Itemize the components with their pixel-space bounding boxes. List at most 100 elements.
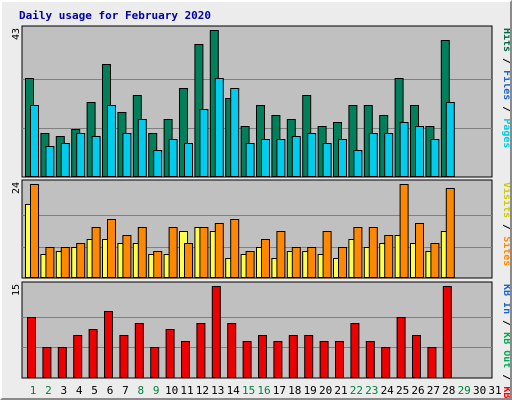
bar — [307, 247, 317, 278]
bar — [245, 143, 255, 177]
bar — [381, 347, 391, 378]
legend-hits: Hits — [501, 28, 510, 52]
bar — [415, 126, 424, 177]
bar — [291, 247, 301, 278]
bar — [412, 335, 421, 378]
bar — [60, 143, 70, 177]
bar — [73, 335, 83, 378]
legend-sites: Sites — [501, 236, 510, 266]
bar — [368, 133, 378, 177]
panel-legend: Hits / Files / Pages — [501, 28, 510, 148]
bar — [196, 323, 206, 378]
day-label: 13 — [211, 384, 224, 397]
bar — [396, 317, 406, 378]
panel-legend: Visits / Sites — [501, 182, 510, 266]
day-label: 1 — [30, 384, 37, 397]
bar — [291, 136, 301, 177]
legend-separator: / — [501, 100, 510, 118]
day-label: 17 — [273, 384, 286, 397]
panel-1: 43 Hits / Files / Pages — [11, 25, 510, 178]
bar — [107, 219, 116, 278]
day-label: 9 — [153, 384, 160, 397]
bar — [199, 227, 209, 278]
bar — [57, 347, 67, 378]
bar — [445, 188, 455, 278]
day-label: 8 — [137, 384, 144, 397]
day-label: 24 — [381, 384, 395, 397]
day-label: 6 — [107, 384, 114, 397]
bar — [134, 323, 144, 378]
bar — [153, 150, 163, 177]
legend-separator: / — [501, 368, 510, 386]
bar — [322, 231, 332, 278]
day-label: 5 — [91, 384, 98, 397]
bar — [353, 227, 363, 278]
day-label: 20 — [319, 384, 332, 397]
bar — [168, 139, 178, 177]
bar — [199, 109, 209, 177]
day-label: 28 — [442, 384, 455, 397]
bar — [107, 105, 116, 177]
bar — [76, 243, 86, 278]
legend-separator: / — [501, 52, 510, 70]
day-label: 22 — [350, 384, 363, 397]
series-hits — [25, 30, 450, 177]
bar — [211, 286, 221, 378]
bar — [165, 329, 175, 378]
bar — [91, 136, 101, 177]
day-label: 26 — [411, 384, 424, 397]
bar — [214, 223, 224, 278]
legend-kb-in: KB In — [501, 284, 510, 314]
legend-kb-f: KB F — [501, 386, 510, 398]
bar — [150, 347, 160, 378]
bar — [319, 341, 329, 378]
bar — [104, 311, 113, 378]
bar — [350, 323, 360, 378]
bar — [261, 239, 270, 278]
bar — [338, 139, 347, 177]
day-label: 21 — [334, 384, 347, 397]
bar — [30, 105, 39, 177]
bar — [137, 227, 147, 278]
legend-visits: Visits — [501, 182, 510, 218]
bar — [227, 323, 237, 378]
bar — [122, 235, 132, 278]
bar — [242, 341, 252, 378]
bar — [153, 251, 163, 278]
bar — [384, 235, 394, 278]
day-label: 25 — [396, 384, 409, 397]
legend-separator: / — [501, 314, 510, 332]
bar — [273, 341, 283, 378]
bar — [42, 347, 52, 378]
bar — [30, 184, 39, 278]
legend-pages: Pages — [501, 118, 510, 148]
bar — [430, 243, 440, 278]
bar — [245, 251, 255, 278]
day-label: 2 — [45, 384, 52, 397]
bar — [399, 122, 409, 177]
bar — [335, 341, 344, 378]
bar — [399, 184, 409, 278]
bar — [338, 247, 347, 278]
bar — [122, 133, 132, 177]
bar — [368, 227, 378, 278]
day-label: 12 — [196, 384, 209, 397]
legend-kb-out: KB Out — [501, 332, 510, 368]
bar — [88, 329, 98, 378]
bar — [304, 335, 314, 378]
series-kb-f — [27, 286, 452, 378]
bar — [27, 317, 36, 378]
bar — [348, 105, 358, 177]
bar — [442, 286, 452, 378]
bar — [60, 247, 70, 278]
chart-title: Daily usage for February 2020 — [19, 9, 211, 22]
bar — [288, 335, 298, 378]
bar — [415, 223, 424, 278]
bar — [179, 88, 188, 177]
day-label: 14 — [227, 384, 241, 397]
day-label: 27 — [427, 384, 440, 397]
bar — [365, 341, 375, 378]
bar — [430, 139, 440, 177]
